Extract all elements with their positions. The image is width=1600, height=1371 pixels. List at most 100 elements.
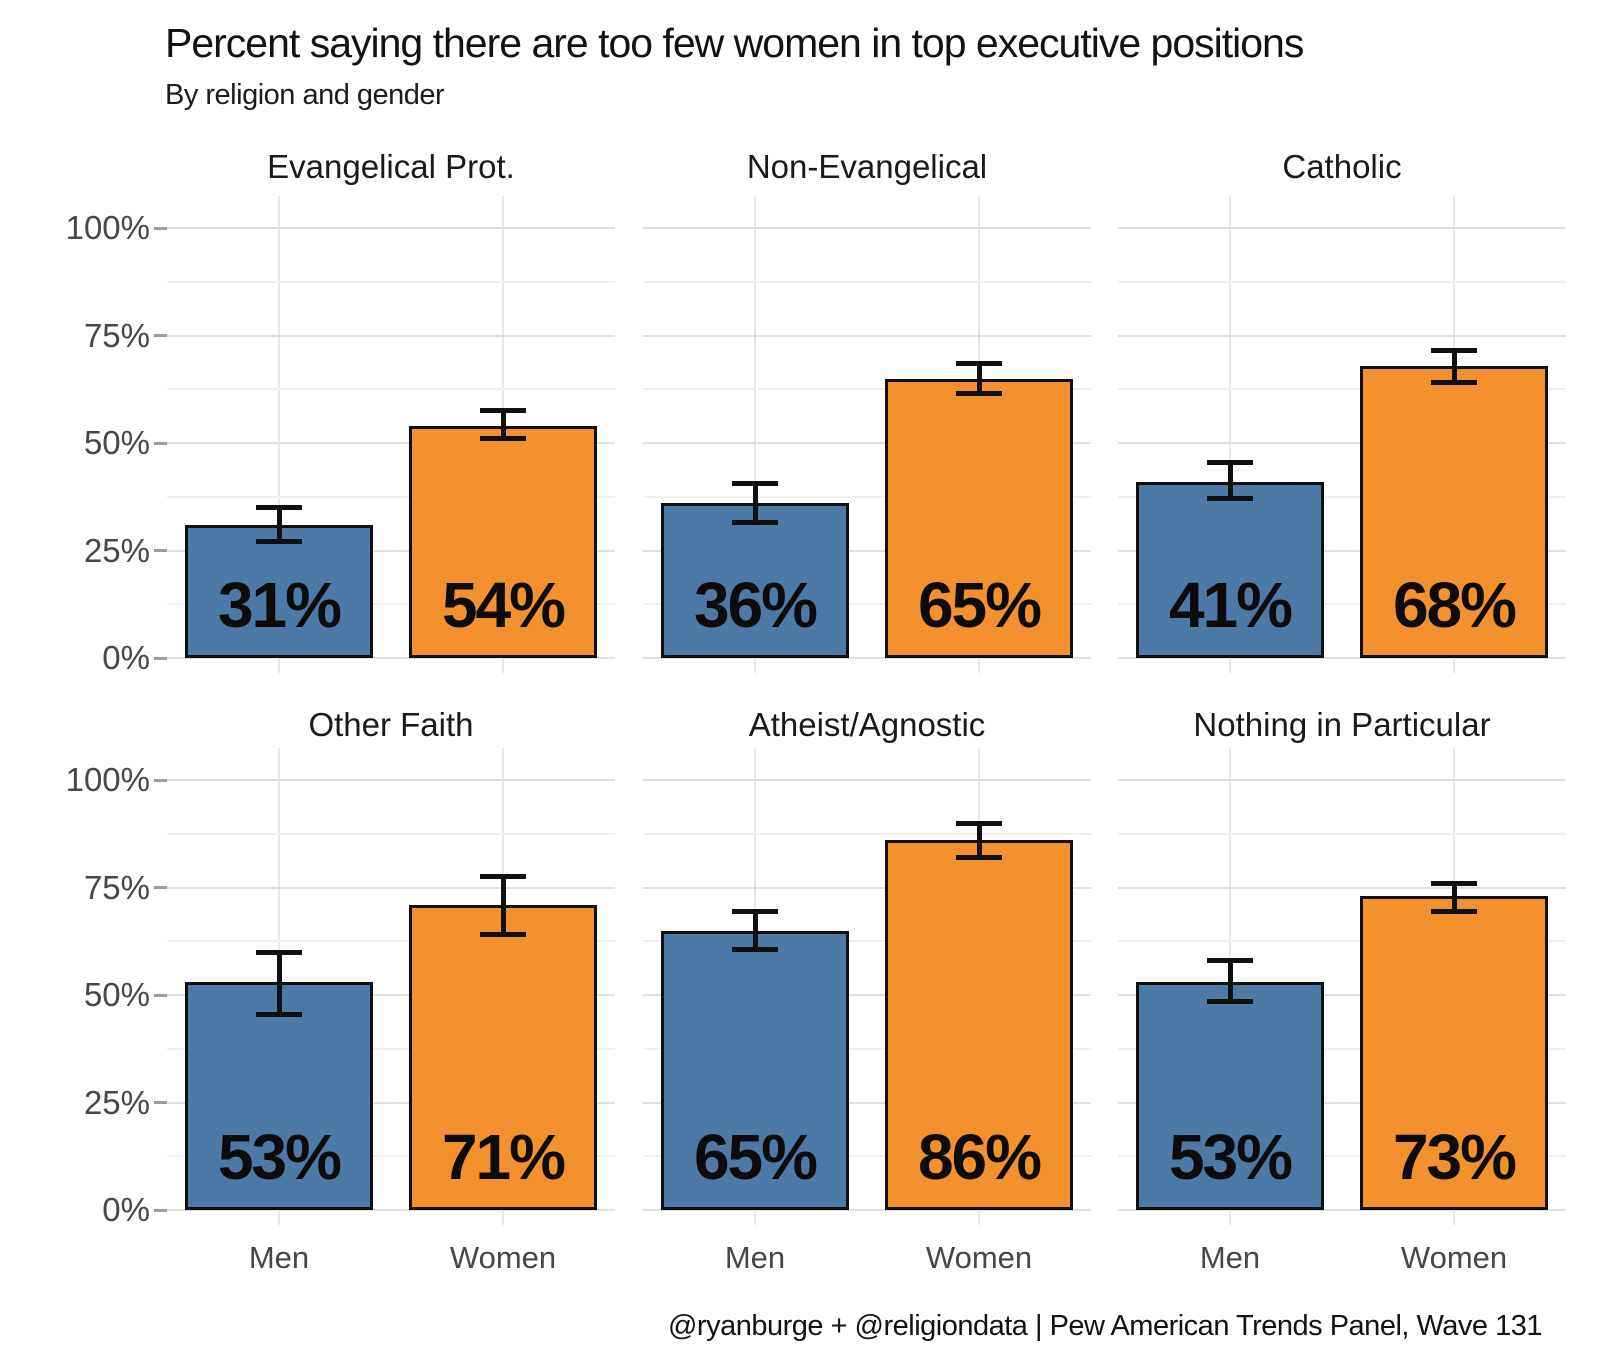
error-bar-cap-top <box>956 820 1002 826</box>
grid-line-h <box>1118 442 1566 444</box>
grid-line-h <box>643 603 1091 606</box>
grid-line-h <box>1118 779 1566 781</box>
grid-line-h <box>167 1101 615 1104</box>
grid-line-h <box>1118 1101 1566 1104</box>
bar-value-label: 54% <box>441 569 566 641</box>
grid-line-v <box>278 196 280 673</box>
chart-subtitle: By religion and gender <box>165 79 445 111</box>
y-axis-label: 75% <box>83 316 150 354</box>
bar-value-label: 86% <box>917 1121 1042 1193</box>
grid-line-h <box>643 1047 1091 1050</box>
facet-title: Catholic <box>1282 148 1402 185</box>
bar-women <box>885 840 1073 1210</box>
bar-men <box>185 524 373 658</box>
bar-value-label: 36% <box>693 569 818 641</box>
error-bar <box>976 363 982 394</box>
error-bar-cap-top <box>256 949 302 955</box>
grid-line-h <box>643 886 1091 889</box>
grid-line-h <box>1118 1047 1566 1050</box>
error-bar-cap-top <box>1207 459 1253 465</box>
error-bar <box>1451 883 1457 912</box>
error-bar-cap-top <box>732 481 778 487</box>
grid-line-v <box>754 196 756 673</box>
grid-line-v <box>1229 196 1231 673</box>
grid-line-h <box>167 832 615 835</box>
error-bar <box>500 410 506 439</box>
y-axis-label: 25% <box>83 531 150 569</box>
bar-value-label: 31% <box>217 569 342 641</box>
y-axis-tick <box>154 993 167 997</box>
grid-line-h <box>643 832 1091 835</box>
bar-value-label: 53% <box>1168 1121 1293 1193</box>
x-axis-label: Women <box>925 1240 1033 1275</box>
error-bar <box>1227 960 1233 1002</box>
grid-line-h <box>643 779 1091 781</box>
x-axis-label: Men <box>1199 1240 1261 1275</box>
bar-value-label: 71% <box>441 1121 566 1193</box>
grid-line-h <box>643 1101 1091 1104</box>
error-bar-cap-top <box>1431 348 1477 354</box>
grid-line-h <box>1118 495 1566 498</box>
y-axis-label: 25% <box>83 1083 150 1121</box>
grid-line-h <box>1118 334 1566 337</box>
error-bar <box>276 507 282 542</box>
error-bar-cap-top <box>480 874 526 880</box>
y-axis-tick <box>154 226 167 230</box>
error-bar-cap-bottom <box>1207 496 1253 502</box>
y-axis-tick <box>154 778 167 782</box>
y-axis-label: 50% <box>83 424 150 461</box>
error-bar <box>1451 350 1457 383</box>
chart-caption: @ryanburge + @religiondata | Pew America… <box>667 1310 1543 1342</box>
bar-men <box>185 982 373 1210</box>
grid-line-h <box>1118 657 1566 659</box>
grid-line-h <box>643 1209 1091 1211</box>
grid-line-h <box>167 1047 615 1050</box>
error-bar-cap-top <box>732 908 778 914</box>
grid-line-h <box>167 495 615 498</box>
y-axis-label: 75% <box>83 868 150 906</box>
y-axis-label: 0% <box>102 639 150 676</box>
grid-line-h <box>643 280 1091 283</box>
grid-line-h <box>167 994 615 996</box>
bar-women <box>409 425 597 658</box>
grid-line-h <box>1118 1155 1566 1158</box>
bar-women <box>1360 365 1548 658</box>
error-bar-cap-top <box>256 505 302 510</box>
grid-line-h <box>167 1209 615 1211</box>
error-bar <box>276 952 282 1015</box>
bar-men <box>1136 481 1324 658</box>
error-bar <box>1227 462 1233 499</box>
error-bar <box>500 876 506 935</box>
grid-line-h <box>643 940 1091 943</box>
grid-line-h <box>643 388 1091 391</box>
grid-line-h <box>167 549 615 552</box>
grid-line-h <box>643 227 1091 229</box>
grid-line-h <box>1118 832 1566 835</box>
bar-men <box>661 930 849 1210</box>
grid-line-h <box>1118 603 1566 606</box>
error-bar <box>976 823 982 858</box>
bar-women <box>409 904 597 1210</box>
grid-line-h <box>167 886 615 889</box>
bar-women <box>885 378 1073 658</box>
bar-women <box>1360 896 1548 1210</box>
error-bar-cap-top <box>956 360 1002 366</box>
error-bar-cap-bottom <box>480 436 526 442</box>
error-bar-cap-top <box>480 408 526 414</box>
bar-men <box>1136 982 1324 1210</box>
error-bar-cap-bottom <box>956 854 1002 860</box>
grid-line-h <box>1118 886 1566 889</box>
grid-line-h <box>643 334 1091 337</box>
grid-line-h <box>167 334 615 337</box>
error-bar-cap-bottom <box>480 932 526 938</box>
grid-line-h <box>1118 940 1566 943</box>
bar-value-label: 65% <box>917 569 1042 641</box>
error-bar-cap-top <box>1431 880 1477 886</box>
grid-line-h <box>167 280 615 283</box>
error-bar-cap-top <box>1207 958 1253 964</box>
bar-value-label: 68% <box>1392 569 1517 641</box>
bar-value-label: 41% <box>1168 569 1293 641</box>
grid-line-h <box>1118 227 1566 229</box>
error-bar-cap-bottom <box>1431 380 1477 386</box>
